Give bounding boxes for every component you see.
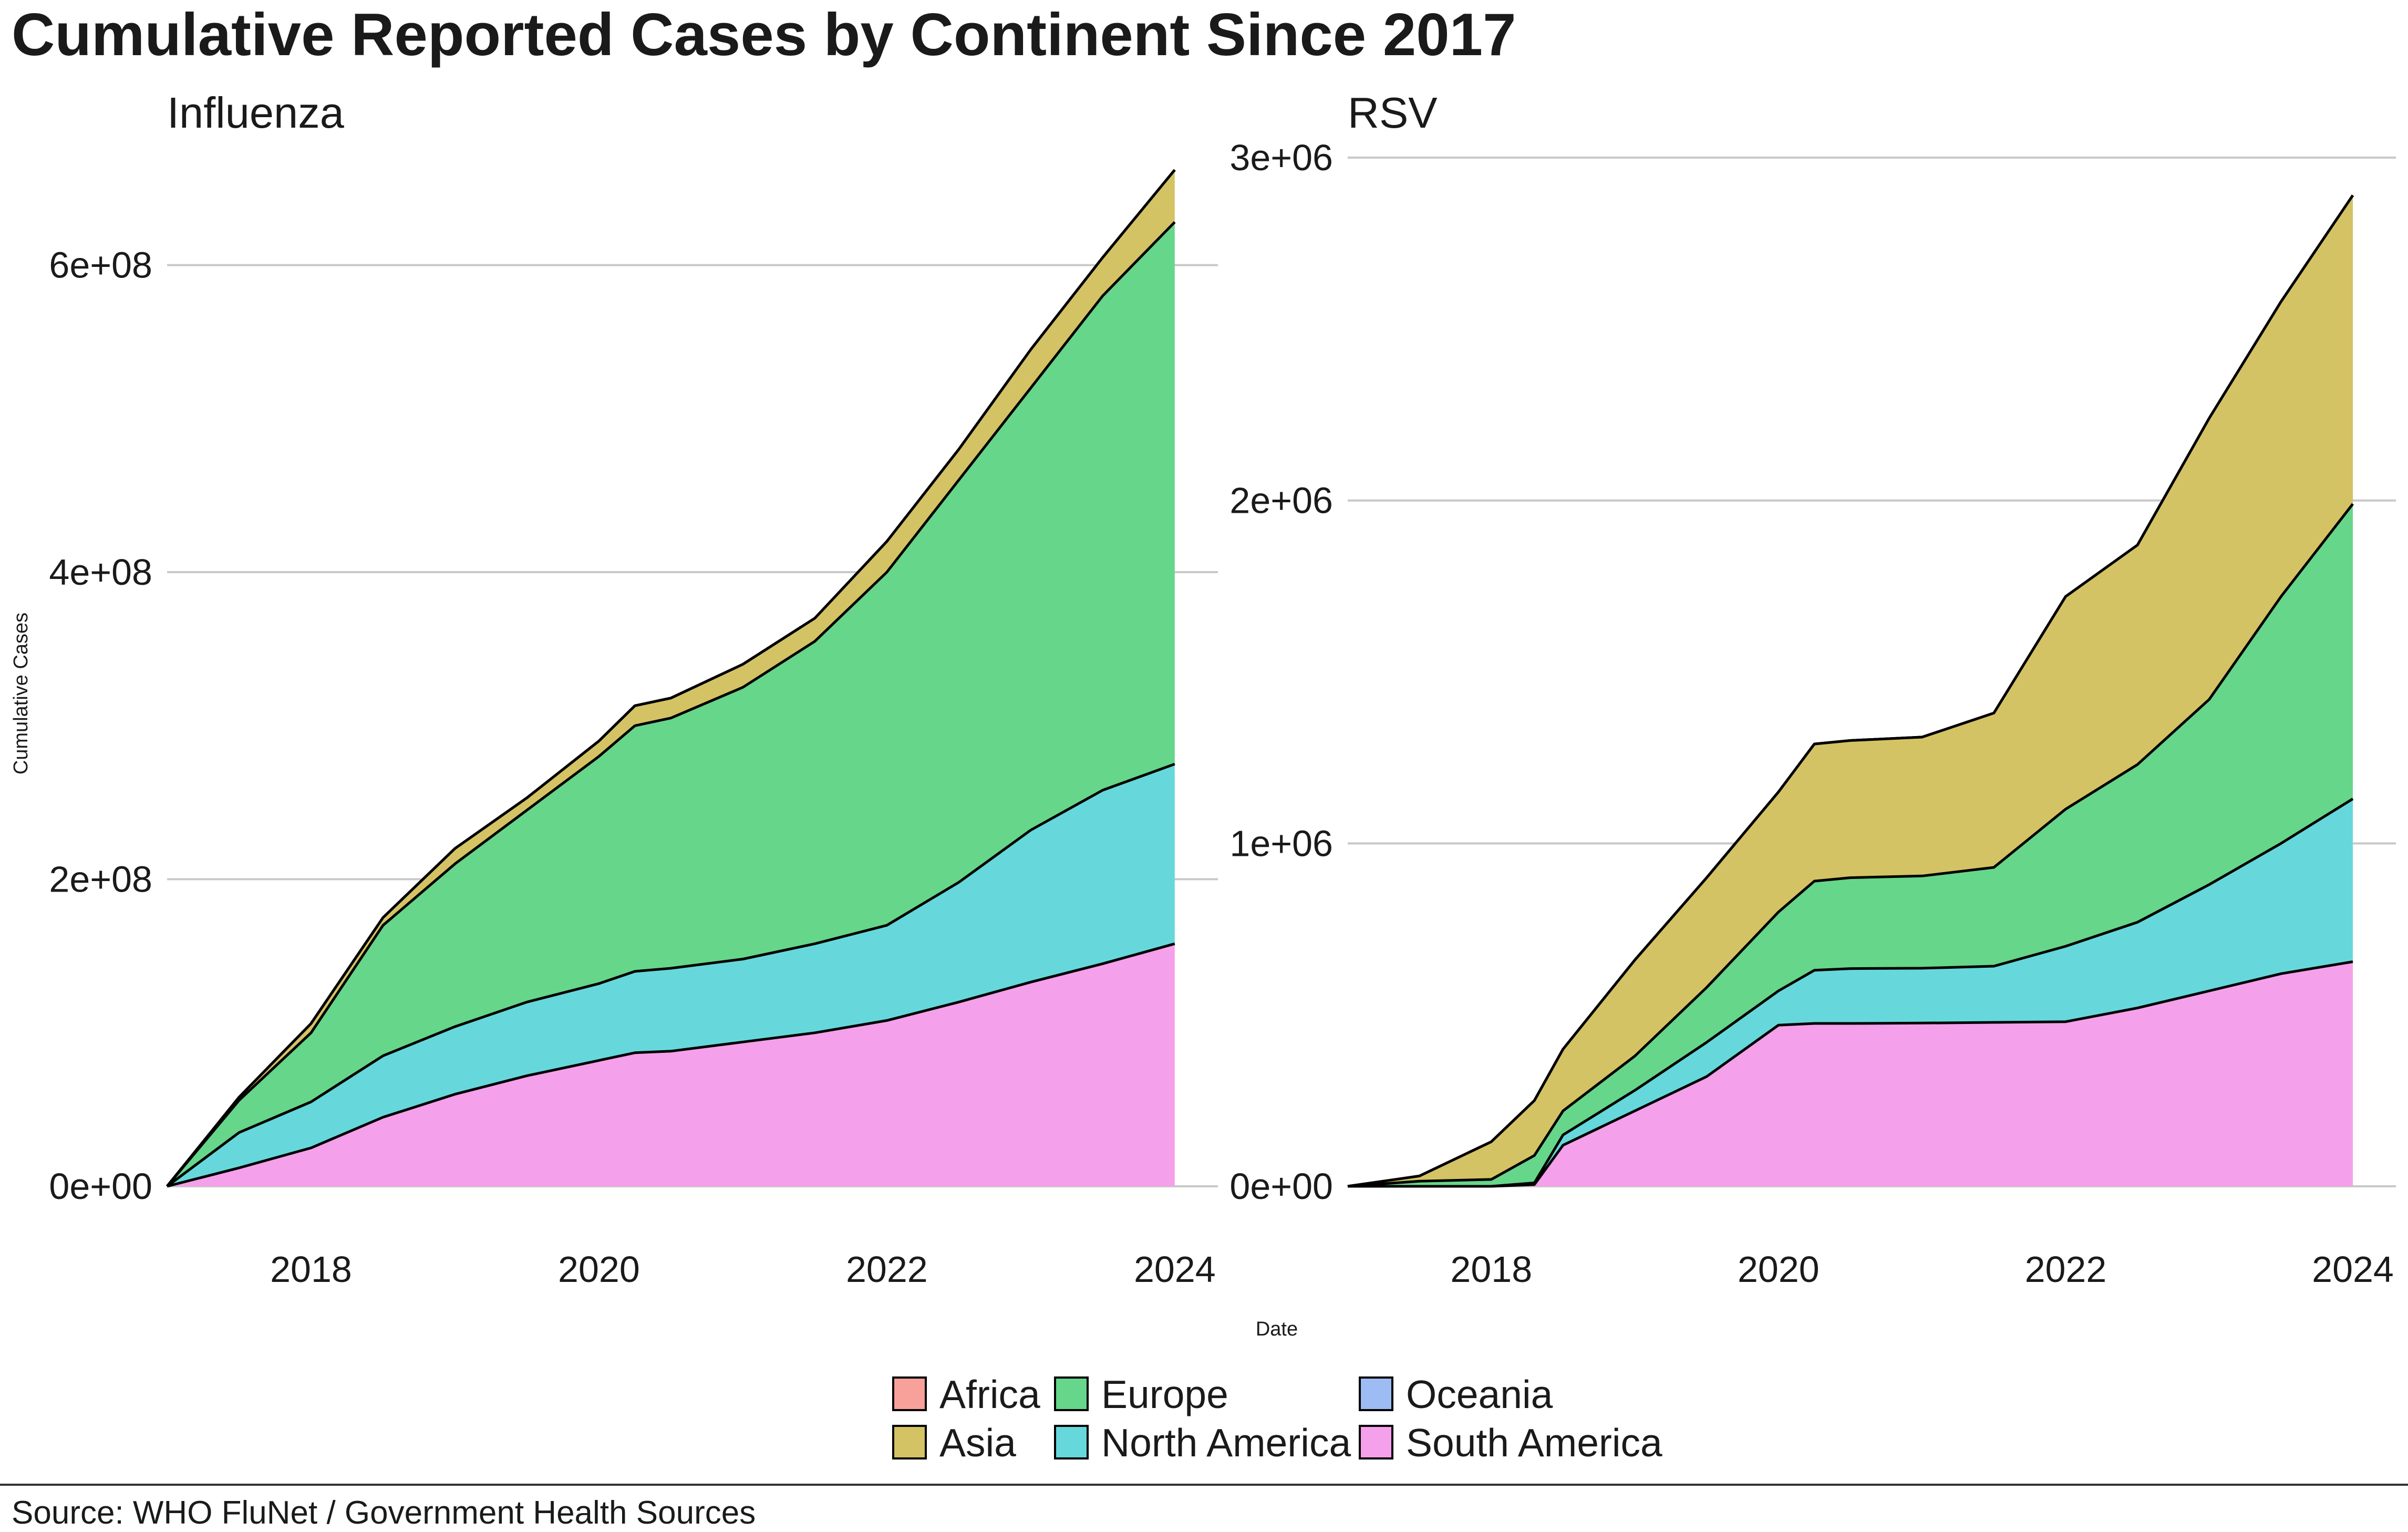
area-outline-rsv-asia (1347, 194, 2354, 1188)
area-outline-influenza-south-america (167, 942, 1175, 1188)
area-influenza-south-america (167, 944, 1175, 1186)
area-rsv-south-america (1348, 961, 2353, 1186)
legend-label-oceania: Oceania (1406, 1372, 1553, 1416)
legend-label-asia: Asia (939, 1421, 1016, 1465)
x-tick-label-rsv-0: 2018 (1450, 1249, 1532, 1290)
y-tick-label-influenza-2: 4e+08 (49, 552, 152, 593)
area-outline-rsv-europe (1347, 503, 2354, 1188)
legend-label-africa: Africa (939, 1372, 1040, 1416)
x-tick-labels-rsv: 2018 2020 2022 2024 (1450, 1249, 2393, 1290)
legend-label-south-america: South America (1406, 1421, 1662, 1465)
legend-swatch-africa (892, 1376, 927, 1411)
y-tick-label-rsv-1: 1e+06 (1229, 823, 1333, 864)
x-tick-label-influenza-0: 2018 (270, 1249, 352, 1290)
area-influenza-europe (167, 222, 1175, 1187)
area-rsv-europe (1348, 504, 2353, 1187)
legend-swatch-north-america (1054, 1425, 1089, 1459)
y-tick-labels-rsv: 0e+00 1e+06 2e+06 3e+06 (1229, 137, 1333, 1207)
legend: Africa Europe Oceania Asia North America Sout… (892, 1372, 1662, 1465)
x-tick-label-influenza-2: 2022 (846, 1249, 928, 1290)
x-tick-labels-influenza: 2018 2020 2022 2024 (270, 1249, 1216, 1290)
legend-swatch-south-america (1359, 1425, 1393, 1459)
area-outline-influenza-europe (166, 221, 1176, 1187)
areas-rsv (1347, 194, 2354, 1188)
area-outline-influenza-north-america (166, 762, 1175, 1188)
legend-swatch-oceania (1359, 1376, 1393, 1411)
area-outline-rsv-south-america (1348, 960, 2353, 1188)
y-tick-label-rsv-0: 0e+00 (1229, 1166, 1333, 1207)
x-axis-label: Date (1256, 1318, 1298, 1340)
legend-label-north-america: North America (1101, 1421, 1351, 1465)
y-tick-label-influenza-1: 2e+08 (49, 859, 152, 900)
areas-influenza (166, 169, 1176, 1188)
area-rsv-asia (1348, 195, 2353, 1186)
legend-swatch-asia (892, 1425, 927, 1459)
y-tick-label-influenza-0: 0e+00 (49, 1166, 152, 1207)
area-influenza-north-america (167, 764, 1175, 1186)
y-axis-label: Cumulative Cases (10, 613, 32, 774)
caption: Source: WHO FluNet / Government Health S… (12, 1495, 756, 1531)
panel-subtitle-influenza: Influenza (167, 88, 345, 137)
y-tick-labels-influenza: 0e+00 2e+08 4e+08 6e+08 (49, 245, 152, 1207)
chart-title: Cumulative Reported Cases by Continent S… (12, 2, 1516, 68)
x-tick-label-influenza-3: 2024 (1134, 1249, 1216, 1290)
legend-swatch-europe (1054, 1376, 1089, 1411)
y-tick-label-rsv-2: 2e+06 (1229, 480, 1333, 521)
x-tick-label-rsv-1: 2020 (1738, 1249, 1820, 1290)
legend-label-europe: Europe (1101, 1372, 1228, 1416)
y-tick-label-influenza-3: 6e+08 (49, 245, 152, 286)
x-tick-label-rsv-2: 2022 (2025, 1249, 2107, 1290)
area-outline-influenza-asia (166, 169, 1176, 1187)
x-tick-label-rsv-3: 2024 (2312, 1249, 2394, 1290)
panel-subtitle-rsv: RSV (1348, 88, 1438, 137)
x-tick-label-influenza-1: 2020 (558, 1249, 640, 1290)
y-tick-label-rsv-3: 3e+06 (1229, 137, 1333, 178)
panel-rsv: RSV 0e+00 1e+06 2e+06 3e+06 2018 2020 2022 202… (1229, 88, 2396, 1290)
area-rsv-north-america (1348, 799, 2353, 1186)
